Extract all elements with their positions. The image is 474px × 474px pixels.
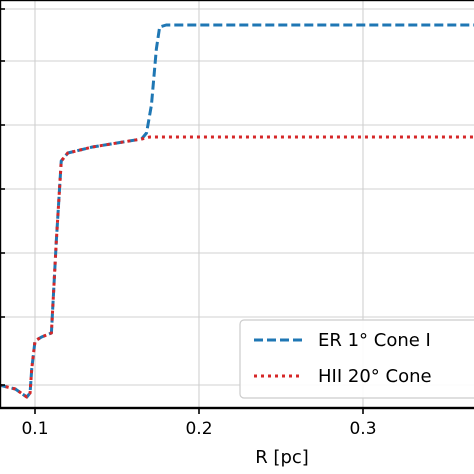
legend-label-er: ER 1° Cone I	[318, 330, 431, 351]
plot-frame	[0, 0, 474, 410]
legend: ER 1° Cone I HII 20° Cone	[239, 319, 474, 399]
series-line-hii-20-cone	[0, 135, 474, 399]
x-tick-label-1: 0.2	[185, 419, 212, 439]
series-line-er-1-cone	[0, 23, 474, 399]
grid-layer	[0, 0, 474, 408]
x-tick-label-0: 0.1	[21, 419, 48, 439]
x-axis-title: R [pc]	[255, 447, 309, 468]
legend-label-hii: HII 20° Cone	[318, 366, 432, 387]
series-layer	[0, 23, 474, 399]
ticks-layer: 0.1 0.2 0.3	[0, 8, 377, 439]
x-tick-label-2: 0.3	[349, 419, 376, 439]
